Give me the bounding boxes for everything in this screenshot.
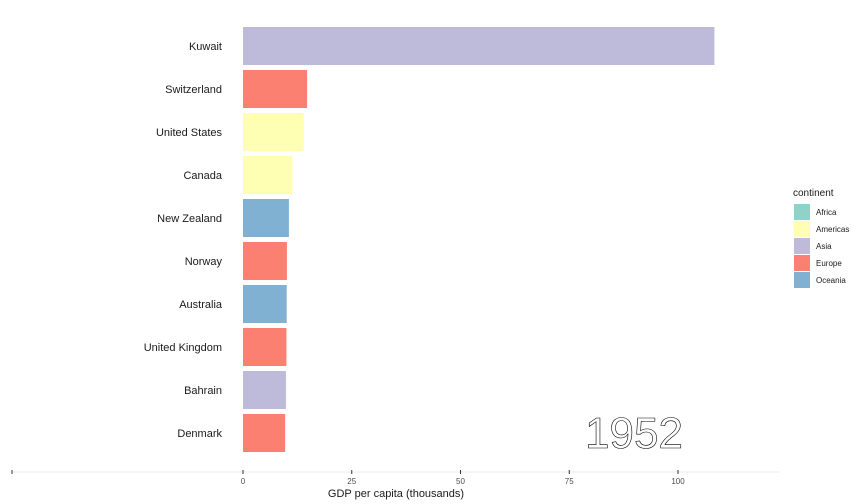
bar-norway xyxy=(243,242,287,280)
bar-denmark xyxy=(243,414,286,452)
category-label: Bahrain xyxy=(184,385,222,397)
category-label: Switzerland xyxy=(165,84,222,96)
legend-label: Americas xyxy=(816,225,849,234)
x-tick-label: 50 xyxy=(456,477,465,486)
category-label: Norway xyxy=(185,256,223,268)
bar-switzerland xyxy=(243,70,308,108)
legend-label: Asia xyxy=(816,242,832,251)
legend-key-americas xyxy=(794,221,810,237)
bars-layer xyxy=(243,27,715,452)
bar-new-zealand xyxy=(243,199,289,237)
legend-key-oceania xyxy=(794,272,810,288)
category-label: United Kingdom xyxy=(144,342,222,354)
bar-canada xyxy=(243,156,293,194)
x-axis-ticks: 0 25 50 75 100 xyxy=(241,470,685,486)
bar-kuwait xyxy=(243,27,715,65)
x-tick-label: 0 xyxy=(241,477,246,486)
legend: continent Africa Americas Asia Europe Oceani… xyxy=(793,188,849,288)
legend-title: continent xyxy=(793,188,834,199)
legend-label: Oceania xyxy=(816,276,846,285)
category-label: New Zealand xyxy=(157,213,222,225)
bar-united-kingdom xyxy=(243,328,287,366)
legend-key-africa xyxy=(794,204,810,220)
legend-label: Africa xyxy=(816,208,837,217)
legend-key-europe xyxy=(794,255,810,271)
year-label: 1952 xyxy=(585,409,683,458)
legend-key-asia xyxy=(794,238,810,254)
category-label: United States xyxy=(156,127,223,139)
category-label: Denmark xyxy=(177,428,222,440)
category-label: Australia xyxy=(179,299,223,311)
legend-label: Europe xyxy=(816,259,842,268)
category-label: Canada xyxy=(183,170,222,182)
category-label: Kuwait xyxy=(189,41,222,53)
category-labels: Kuwait Switzerland United States Canada New … xyxy=(144,41,223,440)
bar-bahrain xyxy=(243,371,286,409)
x-tick-label: 25 xyxy=(347,477,356,486)
bar-united-states xyxy=(243,113,304,151)
bar-australia xyxy=(243,285,287,323)
x-tick-label: 75 xyxy=(565,477,574,486)
x-axis-title: GDP per capita (thousands) xyxy=(328,488,464,500)
x-tick-label: 100 xyxy=(671,477,685,486)
